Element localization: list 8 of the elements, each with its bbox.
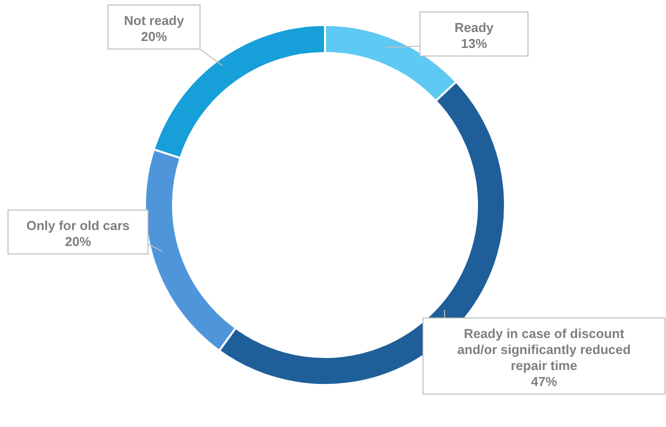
data-label: 20% <box>64 234 92 249</box>
slice-label: Not ready <box>124 13 185 28</box>
slice-label: Ready in case of discount and/or significantly reduced repair time <box>457 326 631 373</box>
data-label: 13% <box>460 36 488 51</box>
data-label: 47% <box>530 374 558 389</box>
slice-label: Ready <box>454 20 494 35</box>
data-label: 20% <box>140 29 168 44</box>
slice-label: Only for old cars <box>26 218 130 233</box>
